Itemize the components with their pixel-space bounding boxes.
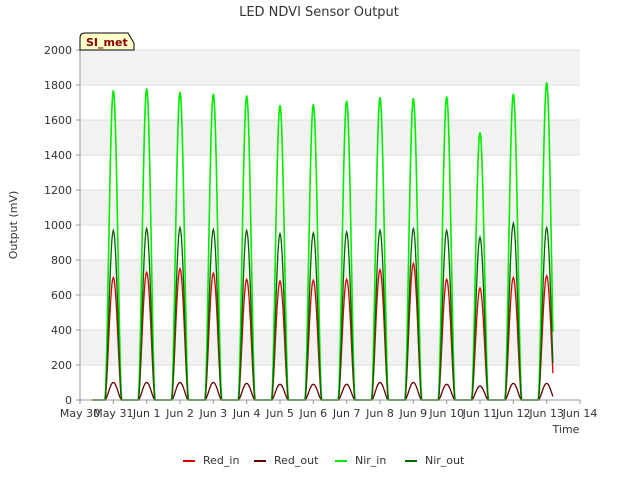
legend: Red_in Red_out Nir_in Nir_out: [183, 454, 465, 467]
grid-band: [80, 260, 580, 295]
y-tick-label: 600: [51, 289, 72, 302]
x-tick-label: Jun 13: [528, 407, 564, 420]
site-label-box: SI_met: [79, 32, 135, 51]
x-tick-label: Jun 9: [398, 407, 427, 420]
legend-label-Red_in: Red_in: [203, 454, 239, 467]
y-tick-label: 200: [51, 359, 72, 372]
y-axis-title: Output (mV): [7, 191, 20, 260]
y-tick-label: 2000: [44, 44, 72, 57]
y-tick-label: 1200: [44, 184, 72, 197]
y-tick-label: 800: [51, 254, 72, 267]
x-axis-title: Time: [552, 423, 580, 436]
y-tick-label: 0: [65, 394, 72, 407]
x-tick-label: Jun 6: [298, 407, 327, 420]
y-tick-label: 1400: [44, 149, 72, 162]
legend-label-Red_out: Red_out: [274, 454, 319, 467]
y-tick-label: 1800: [44, 79, 72, 92]
grid-band: [80, 50, 580, 85]
grid-band: [80, 120, 580, 155]
chart-title: LED NDVI Sensor Output: [239, 5, 399, 20]
x-tick-label: Jun 1: [132, 407, 161, 420]
x-tick-label: Jun 5: [265, 407, 294, 420]
grid-band: [80, 190, 580, 225]
x-tick-label: Jun 4: [232, 407, 261, 420]
y-tick-label: 400: [51, 324, 72, 337]
x-tick-label: Jun 11: [462, 407, 498, 420]
x-tick-label: Jun 10: [428, 407, 464, 420]
x-tick-label: Jun 8: [365, 407, 394, 420]
x-tick-label: Jun 12: [495, 407, 531, 420]
legend-label-Nir_in: Nir_in: [355, 454, 386, 467]
y-tick-labels: 0 200 400 600 800 1000 1200 1400 1600 1800 2000: [44, 44, 80, 407]
x-tick-label: May 30: [60, 407, 100, 420]
site-label: SI_met: [86, 36, 128, 49]
x-tick-label: Jun 3: [198, 407, 227, 420]
x-tick-label: Jun 2: [165, 407, 194, 420]
grid-band: [80, 330, 580, 365]
x-tick-label: Jun 7: [332, 407, 361, 420]
legend-label-Nir_out: Nir_out: [425, 454, 465, 467]
y-tick-label: 1000: [44, 219, 72, 232]
x-tick-label: May 31: [93, 407, 133, 420]
x-tick-label: Jun 14: [562, 407, 598, 420]
y-tick-label: 1600: [44, 114, 72, 127]
